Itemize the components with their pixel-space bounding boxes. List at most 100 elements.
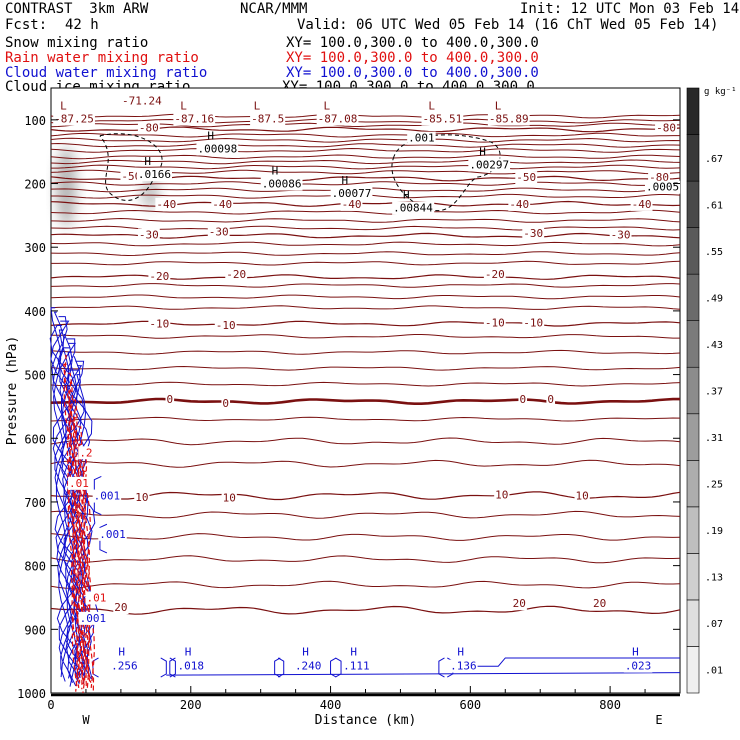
y-tick-label: 900 — [24, 623, 46, 637]
cloud-water-field-section: XY= 100.0,300.0 to 400.0,300.0 — [286, 65, 539, 81]
cloud-water-max-label-bg — [98, 527, 127, 541]
temperature-min-marker: L — [324, 100, 331, 113]
temperature-label-bg — [225, 267, 248, 281]
cloud-ice-max-marker: H — [272, 165, 279, 178]
temperature-contour-20 — [50, 605, 681, 615]
rain-contour — [83, 470, 96, 688]
temperature-label-bg — [508, 197, 531, 211]
temperature-contour — [50, 159, 681, 165]
cloud-water-max-label: .256 — [111, 660, 138, 673]
rain-contour — [80, 452, 92, 683]
cloud-ice-max-label: .0166 — [138, 168, 171, 181]
y-tick-label: 800 — [24, 560, 46, 574]
center-title: NCAR/MMM — [240, 1, 308, 17]
colorbar-segment — [686, 180, 700, 228]
temperature-label: -50 — [516, 171, 536, 184]
temperature-min-label: -87.08 — [318, 113, 358, 126]
colorbar-segment — [686, 366, 700, 415]
cloud-ice-max-label: .00844 — [393, 202, 433, 215]
x-tick-label: 200 — [180, 698, 202, 712]
temperature-label: -71.24 — [122, 95, 162, 108]
temperature-contour — [50, 510, 681, 519]
cloud-water-max-label-bg — [110, 659, 139, 673]
rain-label: .01 — [69, 477, 89, 490]
cloud-water-max-marker: H — [457, 646, 464, 659]
temperature-label-bg — [574, 489, 590, 503]
y-tick-label: 1000 — [17, 687, 46, 701]
temperature-contour-0 — [50, 397, 680, 405]
temperature-label: 0 — [519, 393, 526, 406]
snow-field-section: XY= 100.0,300.0 to 400.0,300.0 — [286, 35, 539, 51]
colorbar-tick-label: .61 — [705, 200, 723, 211]
colorbar-tick-label: .19 — [705, 526, 723, 537]
colorbar-segment — [686, 320, 700, 368]
temperature-min-marker: L — [180, 100, 187, 113]
x-tick-label: 600 — [459, 698, 481, 712]
temperature-label-bg — [494, 488, 510, 502]
cloud-ice-max-label-bg — [644, 180, 681, 194]
temperature-min-label-bg — [421, 112, 464, 126]
cloud-ice-max-label-bg — [196, 142, 239, 156]
temperature-label-bg — [221, 491, 237, 505]
temperature-contour — [50, 132, 680, 138]
cloud-water-max-label-bg — [623, 659, 653, 673]
temperature-label: -40 — [632, 198, 652, 211]
temperature-contour — [50, 459, 681, 468]
cloud-water-max-marker: H — [350, 646, 357, 659]
temperature-label: 10 — [576, 490, 589, 503]
rain-contour — [68, 381, 81, 688]
temperature-label-bg — [165, 392, 175, 406]
snow-shading — [141, 177, 160, 210]
temperature-label-bg — [120, 169, 143, 183]
cloud-water-contour — [160, 657, 167, 678]
temperature-min-marker: L — [254, 100, 261, 113]
temperature-label: 20 — [593, 597, 606, 610]
temperature-min-label: -87.5 — [251, 113, 284, 126]
temperature-label-bg — [518, 392, 528, 406]
cloud-ice-max-label-bg — [136, 167, 172, 181]
cloud-water-contour — [51, 316, 77, 687]
temperature-label: 20 — [114, 601, 127, 614]
cloud-ice-max-label-bg — [468, 158, 511, 172]
rain-contour — [63, 363, 81, 683]
cloud-ice-max-marker: H — [403, 189, 410, 202]
temperature-contour — [50, 181, 681, 186]
cloud-water-max-marker: H — [185, 646, 192, 659]
cloud-water-contour — [58, 329, 78, 687]
temperature-contour — [50, 365, 681, 371]
temperature-contour — [50, 113, 681, 119]
temperature-contour — [50, 294, 681, 300]
rain-field-label: Rain water mixing ratio — [5, 50, 199, 66]
temperature-label-bg — [148, 269, 171, 283]
temperature-contour — [50, 147, 681, 153]
temperature-label: -80 — [139, 121, 159, 134]
x-tick-label: 0 — [47, 698, 54, 712]
rain-contour — [66, 372, 82, 692]
temperature-label-bg — [211, 197, 234, 211]
colorbar-segment — [686, 134, 700, 182]
valid-time: Valid: 06 UTC Wed 05 Feb 14 (16 ChT Wed … — [297, 17, 719, 33]
temperature-label-bg — [137, 121, 160, 135]
temperature-min-marker: L — [495, 100, 502, 113]
cloud-ice-max-label-bg — [330, 187, 373, 201]
temperature-label: -30 — [523, 227, 543, 240]
x-axis-label: Distance (km) — [315, 713, 417, 728]
temperature-label: -10 — [523, 316, 543, 329]
temperature-label-bg — [120, 94, 164, 108]
rain-label: .2 — [79, 446, 92, 459]
cloud-ice-max-marker: H — [144, 155, 151, 168]
temperature-label: 0 — [547, 393, 554, 406]
temperature-label: -40 — [509, 198, 529, 211]
temperature-min-label: -85.89 — [489, 113, 529, 126]
temperature-contour — [50, 305, 681, 310]
temperature-contour — [50, 241, 681, 247]
cloud-ice-max-label-bg — [407, 131, 436, 145]
temperature-contour — [50, 209, 681, 215]
temperature-contour — [50, 580, 681, 589]
temperature-label: 10 — [495, 488, 508, 501]
temperature-label: -40 — [156, 198, 176, 211]
temperature-label: 20 — [513, 597, 526, 610]
cloud-water-max-label-bg — [78, 611, 108, 625]
colorbar-tick-label: .49 — [705, 293, 723, 304]
temperature-label: 10 — [223, 491, 236, 504]
